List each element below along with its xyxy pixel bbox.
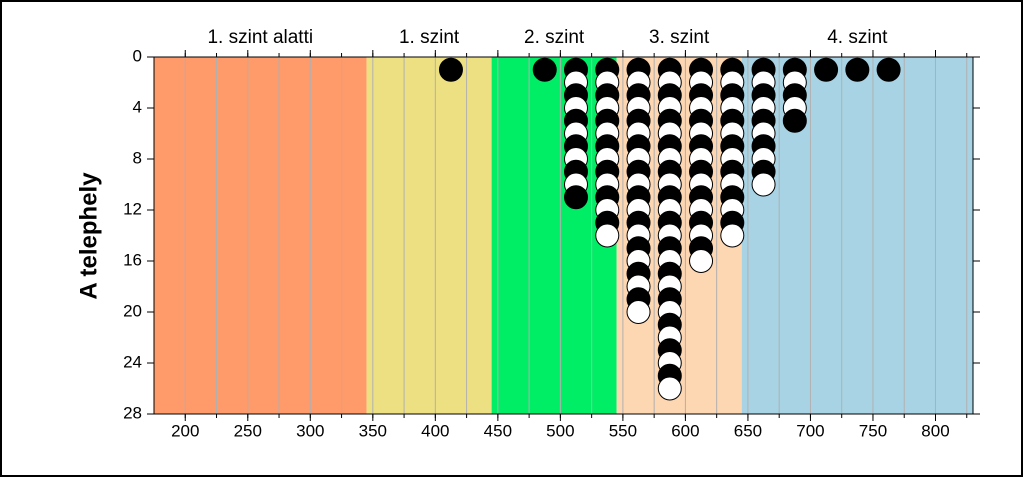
x-tick-label: 500 <box>546 421 574 440</box>
dot <box>626 300 651 324</box>
dot <box>720 223 745 248</box>
dot <box>438 57 463 82</box>
dot <box>595 223 620 248</box>
dot <box>564 185 589 210</box>
region-label: 1. szint <box>399 27 460 48</box>
region-label: 1. szint alatti <box>207 27 313 48</box>
region-label: 2. szint <box>524 27 585 48</box>
y-tick-label: 24 <box>123 352 142 371</box>
region-label: 3. szint <box>649 27 710 48</box>
dot <box>782 108 807 133</box>
y-tick-label: 28 <box>123 403 142 422</box>
y-tick-label: 12 <box>123 199 142 218</box>
y-axis-label: A telephely <box>75 172 102 300</box>
y-tick-label: 4 <box>133 97 142 116</box>
dot <box>689 249 714 273</box>
x-tick-label: 250 <box>234 421 262 440</box>
x-tick-label: 750 <box>859 421 887 440</box>
dot <box>845 57 870 82</box>
x-tick-label: 550 <box>609 421 637 440</box>
y-tick-label: 8 <box>133 148 142 167</box>
y-tick-label: 20 <box>123 301 142 320</box>
dot <box>814 57 839 82</box>
x-tick-label: 600 <box>671 421 699 440</box>
y-tick-label: 0 <box>133 46 142 65</box>
x-tick-label: 200 <box>171 421 199 440</box>
region <box>741 57 973 414</box>
y-tick-label: 16 <box>123 250 142 269</box>
x-tick-label: 650 <box>734 421 762 440</box>
region-label: 4. szint <box>827 27 888 48</box>
region <box>366 57 492 414</box>
dot <box>532 57 557 82</box>
dot <box>657 376 682 401</box>
x-tick-label: 450 <box>484 421 512 440</box>
plot-frame <box>153 56 974 415</box>
x-tick-label: 700 <box>796 421 824 440</box>
region <box>154 57 367 414</box>
dot <box>751 172 776 197</box>
x-tick-label: 300 <box>296 421 324 440</box>
dot <box>876 57 901 82</box>
x-tick-label: 800 <box>921 421 949 440</box>
x-tick-label: 350 <box>359 421 387 440</box>
x-tick-label: 400 <box>421 421 449 440</box>
